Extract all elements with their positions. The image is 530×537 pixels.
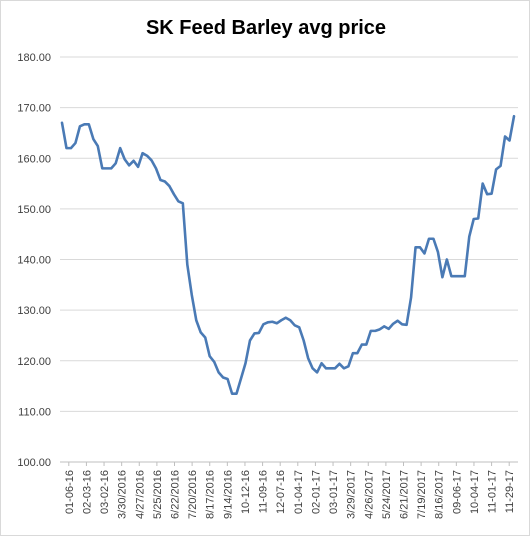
y-tick-label: 180.00: [17, 52, 51, 64]
x-tick-label: 3/30/2016: [117, 470, 129, 519]
y-tick-label: 140.00: [17, 255, 51, 267]
x-axis: 01-06-16 02-03-16 03-02-16 3/30/2016 4/27/20…: [64, 462, 516, 519]
x-tick-label: 7/20/2016: [187, 470, 199, 519]
x-tick-label: 09-06-17: [451, 470, 463, 514]
x-tick-label: 10-12-16: [240, 470, 252, 514]
x-tick-label: 8/16/2017: [434, 470, 446, 519]
x-tick-label: 4/27/2016: [134, 470, 146, 519]
x-tick-label: 11-09-16: [258, 470, 270, 513]
x-tick-label: 9/14/2016: [222, 470, 234, 519]
y-tick-label: 130.00: [17, 305, 51, 317]
y-tick-label: 150.00: [17, 204, 51, 216]
gridlines: [60, 56, 518, 463]
x-tick-label: 5/24/2017: [381, 470, 393, 519]
y-tick-label: 170.00: [17, 103, 51, 115]
series-line: [60, 114, 516, 395]
y-tick-label: 110.00: [18, 406, 51, 418]
x-tick-label: 03-02-16: [99, 470, 111, 514]
chart-title: SK Feed Barley avg price: [146, 17, 386, 39]
x-tick-label: 4/26/2017: [363, 470, 375, 519]
x-tick-label: 02-01-17: [310, 470, 322, 514]
x-tick-label: 03-01-17: [328, 470, 340, 514]
x-tick-label: 10-04-17: [469, 470, 481, 514]
x-tick-label: 11-01-17: [487, 470, 499, 513]
x-tick-label: 12-07-16: [275, 470, 287, 514]
x-tick-label: 5/25/2016: [152, 470, 164, 519]
x-tick-label: 11-29-17: [504, 470, 516, 513]
y-axis: 100.00 110.00 120.00 130.00 140.00 150.00 160.…: [17, 52, 51, 469]
x-tick-label: 01-04-17: [293, 470, 305, 514]
x-tick-label: 8/17/2016: [205, 470, 217, 519]
y-tick-label: 120.00: [17, 356, 51, 368]
x-tick-label: 6/21/2017: [399, 470, 411, 519]
x-tick-label: 3/29/2017: [346, 470, 358, 519]
series-layer: [60, 114, 516, 395]
y-tick-label: 160.00: [17, 153, 51, 165]
x-tick-label: 6/22/2016: [170, 470, 182, 519]
x-tick-label: 7/19/2017: [416, 470, 428, 519]
y-tick-label: 100.00: [17, 457, 51, 469]
x-tick-label: 01-06-16: [64, 470, 76, 514]
x-tick-label: 02-03-16: [81, 470, 93, 514]
